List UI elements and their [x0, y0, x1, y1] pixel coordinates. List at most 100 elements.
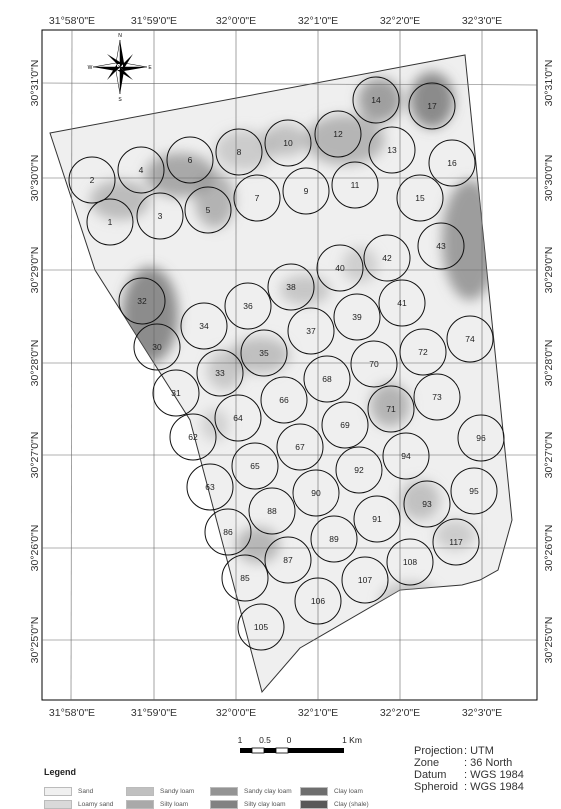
sample-circle: [341, 556, 389, 604]
sample-label: 30: [152, 342, 162, 352]
sample-circle: [378, 279, 426, 327]
compass-letter-s: S: [118, 97, 122, 103]
sample-label: 67: [295, 442, 305, 452]
sample-circle: [331, 161, 379, 209]
sample-circle: [396, 174, 444, 222]
sample-label: 13: [387, 145, 397, 155]
left-tick-label: 30°27'0"N: [29, 432, 41, 479]
sample-label: 88: [267, 506, 277, 516]
sample-circle: [117, 146, 165, 194]
sample-label: 66: [279, 395, 289, 405]
spheroid-key: Spheroid: [414, 781, 459, 793]
sample-label: 5: [206, 205, 211, 215]
sample-label: 43: [436, 241, 446, 251]
legend-swatch: [126, 786, 154, 796]
sample-label: 69: [340, 420, 350, 430]
sample-label: 4: [139, 165, 144, 175]
sample-label: 94: [401, 451, 411, 461]
sample-label: 38: [286, 282, 296, 292]
graticule: [41, 29, 538, 701]
scale-label-half: 0.5: [259, 735, 271, 745]
sample-label: 14: [371, 95, 381, 105]
top-tick-label: 32°3'0"E: [462, 15, 502, 27]
legend-label: Silty clay loam: [244, 800, 286, 808]
sample-circle: [352, 76, 400, 124]
top-tick-label: 32°1'0"E: [298, 15, 338, 27]
sample-circle: [292, 469, 340, 517]
coordinate-ticks: 31°58'0"E 31°59'0"E 32°0'0"E 32°1'0"E 32°2'0…: [29, 15, 555, 719]
sample-circle: [399, 328, 447, 376]
sample-circle: [86, 198, 134, 246]
left-tick-label: 30°29'0"N: [29, 247, 41, 294]
right-tick-label: 30°26'0"N: [543, 525, 555, 572]
sample-label: 36: [243, 301, 253, 311]
left-tick-label: 30°28'0"N: [29, 340, 41, 387]
legend-label: Clay (shale): [334, 800, 369, 808]
sample-circle: [446, 315, 494, 363]
scale-label-1: 1: [238, 735, 243, 745]
sample-circle: [321, 401, 369, 449]
sample-label: 32: [137, 296, 147, 306]
left-tick-label: 30°30'0"N: [29, 155, 41, 202]
sample-circle: [363, 234, 411, 282]
sample-circle: [152, 369, 200, 417]
sample-circle: [133, 323, 181, 371]
zone-value: : 36 North: [464, 757, 513, 769]
sample-circle: [166, 136, 214, 184]
legend-swatch: [44, 786, 72, 796]
sample-label: 87: [283, 555, 293, 565]
sample-label: 106: [311, 596, 325, 606]
compass-letter-e: E: [148, 65, 152, 71]
sample-circle: [450, 467, 498, 515]
sample-circle: [382, 432, 430, 480]
sample-label: 31: [171, 388, 181, 398]
sample-label: 108: [403, 557, 417, 567]
bottom-tick-label: 31°59'0"E: [131, 707, 177, 719]
sample-circle: [316, 244, 364, 292]
legend-label: Sandy loam: [160, 787, 195, 795]
sample-circle: [314, 110, 362, 158]
sample-label: 1: [108, 217, 113, 227]
sample-label: 6: [188, 155, 193, 165]
spheroid-row: Spheroid : WGS 1984: [414, 781, 524, 793]
zone-row: Zone: 36 North: [414, 757, 524, 769]
sample-circle: [367, 385, 415, 433]
sample-circle: [264, 119, 312, 167]
sample-label: 7: [255, 193, 260, 203]
sample-label: 89: [329, 534, 339, 544]
sample-circle: [350, 340, 398, 388]
sample-circle: [408, 82, 456, 130]
sample-label: 41: [397, 298, 407, 308]
sample-label: 9: [304, 186, 309, 196]
sample-circle: [68, 156, 116, 204]
sample-circle: [353, 495, 401, 543]
spheroid-value: : WGS 1984: [464, 781, 524, 793]
sample-circle: [260, 376, 308, 424]
sample-circle: [214, 394, 262, 442]
sample-label: 42: [382, 253, 392, 263]
right-tick-label: 30°25'0"N: [543, 617, 555, 664]
sample-label: 33: [215, 368, 225, 378]
scale-label-0: 0: [287, 735, 292, 745]
sample-label: 12: [333, 129, 343, 139]
bottom-tick-label: 31°58'0"E: [49, 707, 95, 719]
legend-item-sand: Sand: [44, 786, 93, 796]
left-tick-label: 30°26'0"N: [29, 525, 41, 572]
sample-circle: [180, 302, 228, 350]
left-tick-label: 30°31'0"N: [29, 60, 41, 107]
compass-letter-w: W: [88, 65, 93, 71]
right-tick-label: 30°27'0"N: [543, 432, 555, 479]
sample-label: 73: [432, 392, 442, 402]
legend-label: Loamy sand: [78, 800, 114, 808]
sample-label: 86: [223, 527, 233, 537]
top-tick-label: 32°2'0"E: [380, 15, 420, 27]
sample-circle: [264, 536, 312, 584]
sample-circle: [287, 307, 335, 355]
legend-swatch: [44, 799, 72, 809]
scale-label-km: 1 Km: [342, 735, 362, 745]
sample-label: 105: [254, 622, 268, 632]
legend-label: Clay loam: [334, 787, 363, 795]
projection-key: Projection: [414, 745, 463, 757]
sample-circle: [248, 487, 296, 535]
